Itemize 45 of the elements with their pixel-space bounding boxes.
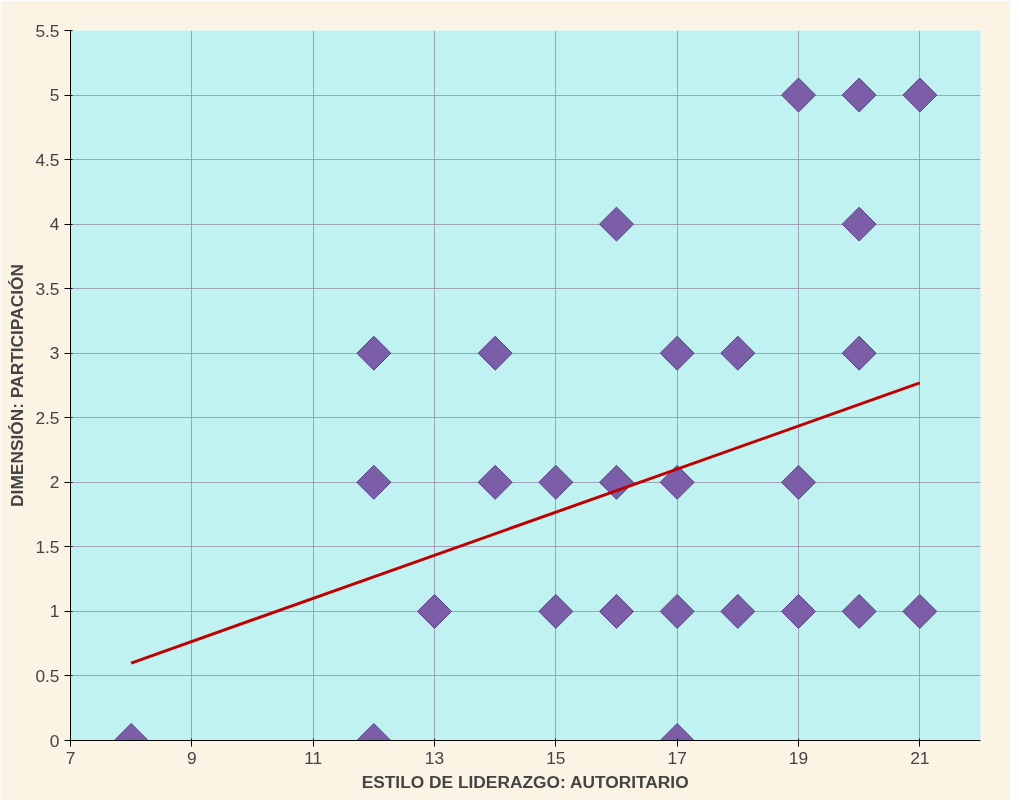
y-tick-label: 3.5: [35, 278, 60, 299]
point: [477, 464, 513, 500]
point: [841, 206, 877, 242]
y-tick-label: 4.5: [35, 149, 60, 170]
y-tick-label: 0.5: [35, 665, 60, 686]
point: [538, 464, 574, 500]
y-tick-label: 1: [49, 601, 60, 622]
y-axis-title: DIMENSIÓN: PARTICIPACIÓN: [7, 264, 28, 507]
point: [417, 593, 452, 629]
point: [599, 206, 634, 242]
point: [356, 464, 392, 500]
point: [781, 464, 816, 500]
y-tick-label: 5.5: [35, 20, 60, 41]
y-tick-label: 2.5: [35, 407, 60, 428]
point: [538, 593, 574, 629]
x-tick-label: 21: [910, 747, 930, 768]
x-tick-label: 11: [304, 747, 323, 768]
point: [841, 77, 877, 113]
point: [781, 593, 816, 629]
point: [599, 593, 634, 629]
point: [841, 335, 877, 371]
point: [720, 335, 756, 371]
x-axis-title: ESTILO DE LIDERAZGO: AUTORITARIO: [361, 771, 689, 792]
x-tick-label: 17: [667, 747, 687, 768]
point: [356, 335, 392, 371]
point: [902, 77, 938, 113]
y-tick-label: 0: [49, 730, 60, 751]
y-tick-label: 4: [49, 214, 60, 235]
x-tick-label: 15: [546, 747, 566, 768]
point: [720, 593, 756, 629]
y-tick-label: 5: [49, 85, 60, 106]
x-tick-label: 13: [424, 747, 445, 768]
x-tick-label: 9: [187, 747, 197, 768]
point: [477, 335, 513, 371]
point: [659, 593, 695, 629]
point: [841, 593, 877, 629]
x-tick-label: 7: [65, 747, 76, 768]
y-tick-label: 3: [49, 343, 60, 364]
point: [781, 77, 816, 113]
x-tick-label: 19: [788, 747, 809, 768]
point: [659, 464, 695, 500]
y-tick-label: 2: [49, 472, 60, 493]
y-tick-label: 1.5: [35, 536, 60, 557]
point: [902, 593, 938, 629]
point: [659, 335, 695, 371]
